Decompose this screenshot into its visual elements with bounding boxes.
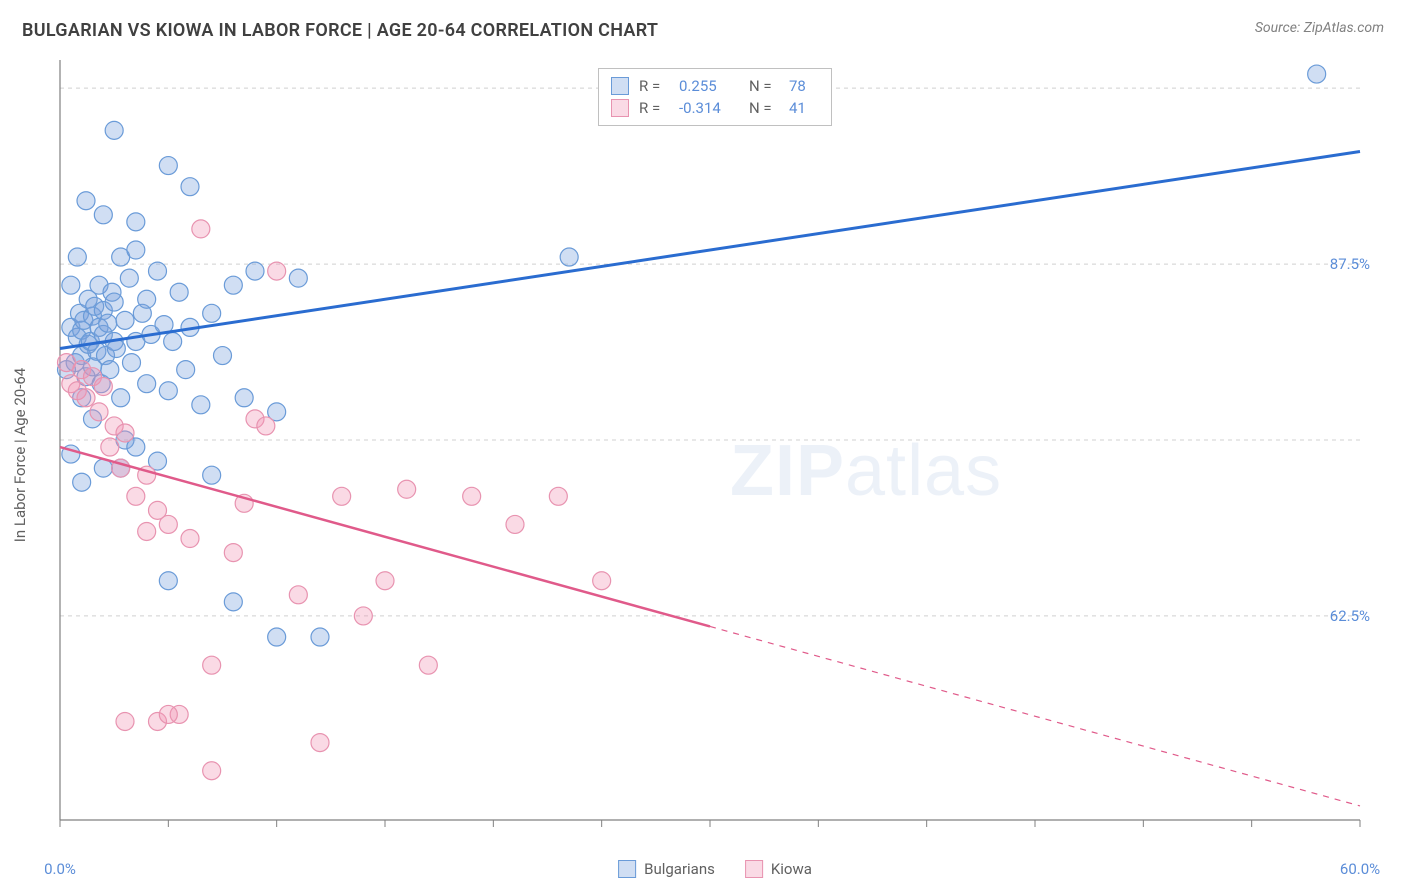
data-point [94,378,112,396]
data-point [289,269,307,287]
data-point [105,121,123,139]
data-point [419,656,437,674]
legend-r-value: -0.314 [679,99,739,117]
data-point [73,473,91,491]
data-point [354,607,372,625]
data-point [192,220,210,238]
data-point [77,389,95,407]
legend-r-value: 0.255 [679,77,739,95]
chart-container: In Labor Force | Age 20-64 ZIPatlas R =0… [50,60,1380,850]
legend-series: Bulgarians Kiowa [618,860,812,878]
trend-line-dashed [710,626,1360,805]
chart-source: Source: ZipAtlas.com [1255,20,1384,36]
data-point [116,311,134,329]
chart-header: BULGARIAN VS KIOWA IN LABOR FORCE | AGE … [22,20,1384,41]
data-point [127,487,145,505]
data-point [268,262,286,280]
data-point [333,487,351,505]
data-point [138,522,156,540]
data-point [159,157,177,175]
data-point [127,241,145,259]
data-point [116,424,134,442]
y-tick-label: 87.5% [1330,255,1370,273]
data-point [311,734,329,752]
data-point [101,361,119,379]
data-point [203,304,221,322]
legend-n-label: N = [749,99,779,117]
data-point [463,487,481,505]
legend-series-label: Bulgarians [644,860,715,878]
y-axis-label: In Labor Force | Age 20-64 [11,368,29,542]
data-point [68,248,86,266]
x-tick-label: 60.0% [1340,860,1380,878]
data-point [159,572,177,590]
legend-n-label: N = [749,77,779,95]
data-point [164,332,182,350]
scatter-plot [50,60,1380,850]
data-point [101,438,119,456]
legend-n-value: 78 [789,77,819,95]
data-point [181,178,199,196]
data-point [159,382,177,400]
data-point [149,262,167,280]
legend-correlation-row: R = -0.314 N = 41 [611,97,819,119]
legend-swatch [745,860,763,878]
legend-correlation: R = 0.255 N = 78 R = -0.314 N = 41 [598,68,832,126]
data-point [159,705,177,723]
legend-swatch [611,77,629,95]
legend-series-item: Bulgarians [618,860,715,878]
data-point [1308,65,1326,83]
data-point [90,403,108,421]
data-point [123,354,141,372]
legend-n-value: 41 [789,99,819,117]
data-point [506,515,524,533]
data-point [94,206,112,224]
y-tick-label: 62.5% [1330,607,1370,625]
data-point [177,361,195,379]
legend-series-item: Kiowa [745,860,812,878]
data-point [138,290,156,308]
x-tick-label: 0.0% [44,860,76,878]
data-point [77,192,95,210]
data-point [99,314,117,332]
legend-swatch [618,860,636,878]
data-point [214,347,232,365]
legend-swatch [611,99,629,117]
data-point [311,628,329,646]
data-point [138,375,156,393]
data-point [192,396,210,414]
data-point [268,628,286,646]
data-point [120,269,138,287]
data-point [235,389,253,407]
data-point [257,417,275,435]
trend-line [60,151,1360,348]
legend-series-label: Kiowa [771,860,812,878]
data-point [170,283,188,301]
data-point [62,276,80,294]
data-point [116,712,134,730]
data-point [224,276,242,294]
data-point [105,293,123,311]
data-point [203,762,221,780]
data-point [159,515,177,533]
data-point [560,248,578,266]
data-point [376,572,394,590]
data-point [127,213,145,231]
data-point [398,480,416,498]
data-point [593,572,611,590]
data-point [203,466,221,484]
legend-correlation-row: R = 0.255 N = 78 [611,75,819,97]
legend-r-label: R = [639,77,669,95]
chart-title: BULGARIAN VS KIOWA IN LABOR FORCE | AGE … [22,20,658,41]
data-point [549,487,567,505]
data-point [224,593,242,611]
legend-r-label: R = [639,99,669,117]
data-point [181,530,199,548]
data-point [246,262,264,280]
trend-line [60,447,710,626]
data-point [112,389,130,407]
data-point [289,586,307,604]
data-point [203,656,221,674]
data-point [224,544,242,562]
